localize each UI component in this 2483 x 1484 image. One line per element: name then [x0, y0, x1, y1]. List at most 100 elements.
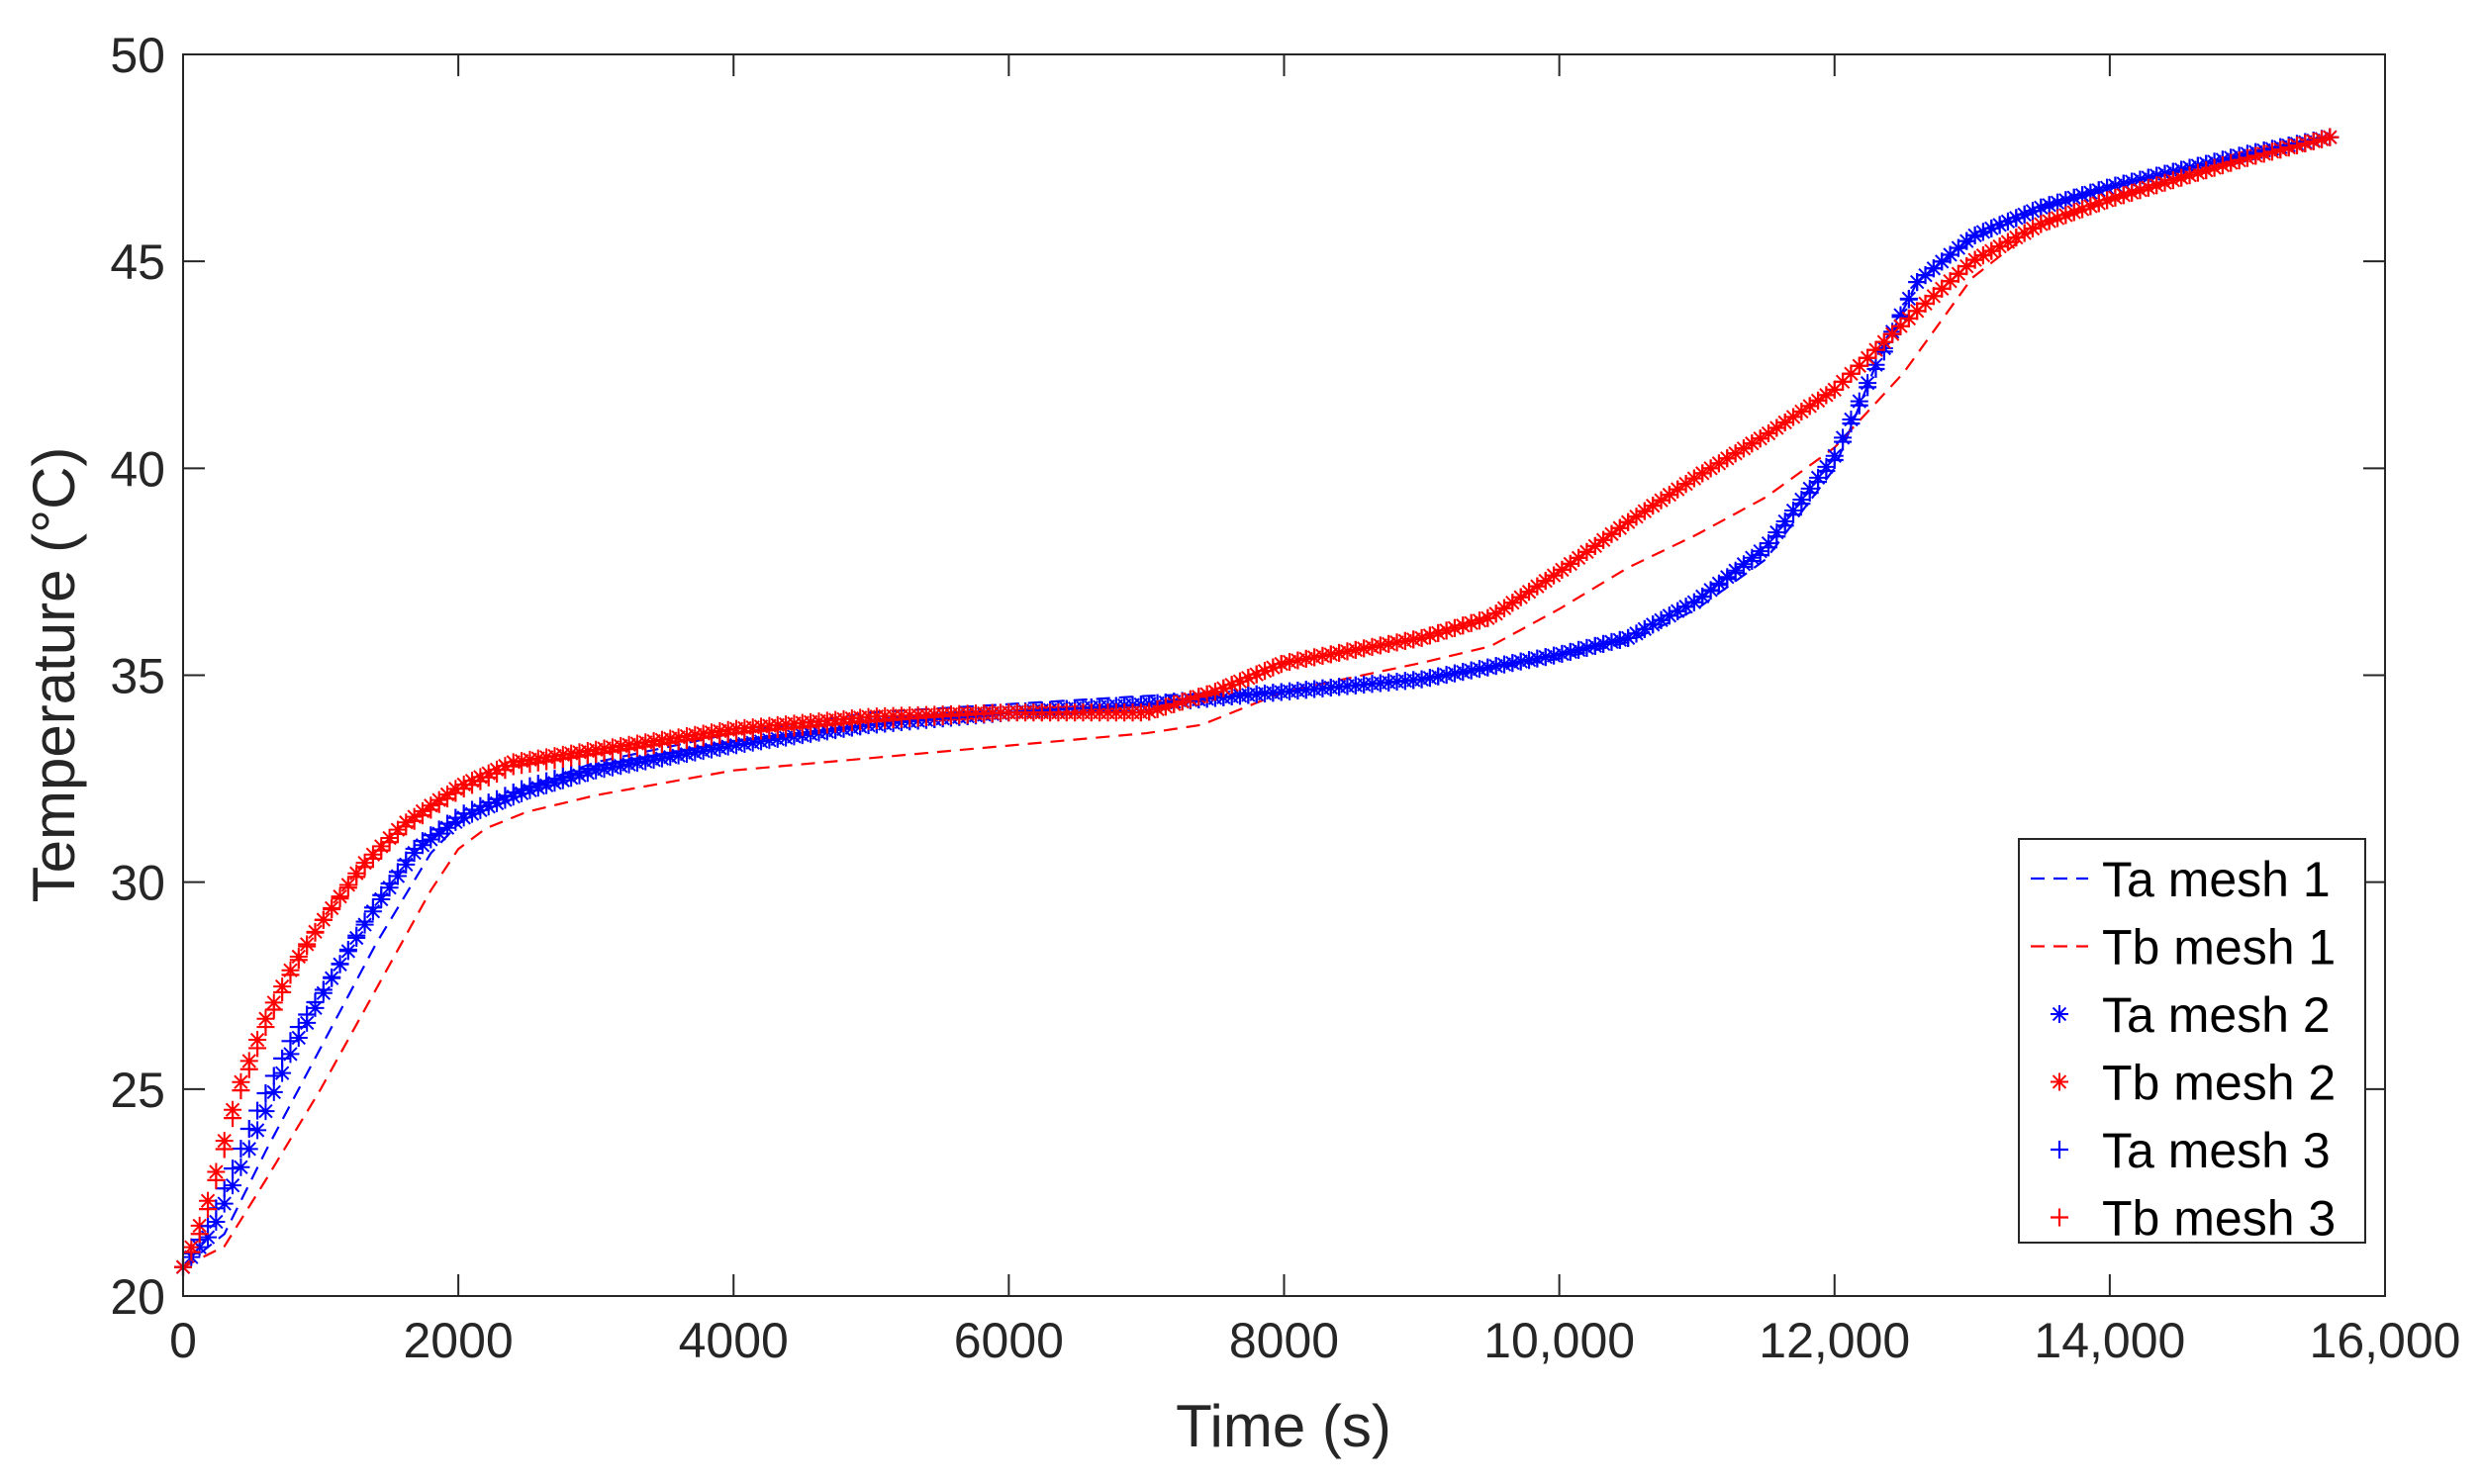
legend-label: Tb mesh 1 — [2102, 920, 2336, 975]
data-point-marker — [479, 793, 498, 812]
data-point-marker — [521, 777, 539, 795]
data-point-marker — [347, 868, 366, 886]
data-point-marker — [1784, 506, 1803, 524]
y-axis: 20 25 30 35 40 45 50 — [110, 28, 2385, 1325]
data-point-marker — [562, 748, 581, 767]
data-point-marker — [1817, 462, 1836, 481]
data-point-marker — [239, 1119, 258, 1138]
data-point-marker — [1553, 644, 1572, 663]
data-point-marker — [612, 741, 630, 760]
data-point-marker — [199, 1200, 218, 1219]
data-point-marker — [1982, 219, 2001, 237]
data-point-marker — [1412, 670, 1431, 689]
data-point-marker — [1445, 618, 1464, 637]
data-point-marker — [1479, 658, 1497, 677]
data-point-marker — [454, 804, 473, 823]
data-point-marker — [2015, 224, 2034, 242]
data-point-marker — [2262, 142, 2281, 161]
legend-marker — [2051, 1208, 2068, 1227]
y-tick-label: 50 — [110, 28, 165, 83]
data-point-marker — [1181, 690, 1199, 708]
data-point-marker — [587, 744, 606, 763]
data-point-marker — [289, 1018, 308, 1037]
data-point-marker — [248, 1039, 267, 1058]
data-point-marker — [1644, 615, 1663, 634]
data-point-marker — [1520, 651, 1539, 670]
data-point-marker — [1908, 302, 1927, 321]
data-point-marker — [248, 1101, 267, 1120]
data-point-marker — [1156, 697, 1175, 716]
data-point-marker — [1420, 669, 1439, 688]
data-point-marker — [488, 765, 507, 784]
data-point-marker — [1998, 232, 2017, 251]
data-point-marker — [1486, 657, 1505, 676]
data-point-marker — [1148, 699, 1167, 718]
data-point-marker — [513, 756, 531, 775]
data-point-marker — [190, 1225, 209, 1244]
data-point-marker — [1355, 639, 1374, 658]
data-point-marker — [2155, 173, 2174, 192]
data-point-marker — [446, 784, 465, 802]
data-point-marker — [1528, 649, 1547, 668]
data-point-marker — [207, 1170, 226, 1189]
data-point-marker — [1338, 642, 1357, 661]
data-point-marker — [1437, 666, 1456, 685]
data-point-marker — [256, 1018, 275, 1037]
data-point-marker — [644, 736, 663, 755]
data-point-marker — [355, 858, 374, 877]
data-point-marker — [1305, 648, 1324, 667]
data-point-marker — [562, 765, 581, 784]
data-point-marker — [446, 808, 465, 827]
data-point-marker — [2313, 130, 2332, 148]
data-point-marker — [388, 863, 407, 881]
data-point-marker — [372, 885, 391, 904]
y-tick-label: 45 — [110, 234, 165, 290]
data-point-marker — [677, 731, 696, 750]
data-point-marker — [1973, 246, 1992, 265]
data-point-marker — [553, 767, 572, 786]
data-point-marker — [1140, 702, 1159, 721]
data-point-marker — [2040, 196, 2058, 215]
data-point-marker — [1296, 649, 1315, 668]
data-point-marker — [1404, 630, 1423, 649]
data-point-marker — [1751, 546, 1769, 565]
data-point-marker — [338, 879, 357, 897]
data-point-marker — [273, 982, 292, 1001]
data-point-marker — [513, 780, 531, 798]
data-point-marker — [1916, 294, 1935, 313]
data-point-marker — [2032, 198, 2051, 217]
data-point-marker — [1669, 602, 1687, 620]
data-point-marker — [1973, 223, 1992, 241]
data-point-marker — [1965, 250, 1984, 269]
data-point-marker — [2049, 209, 2067, 228]
y-tick-label: 25 — [110, 1063, 165, 1118]
data-point-marker — [2296, 134, 2315, 152]
data-point-marker — [2064, 203, 2083, 222]
data-point-marker — [1660, 606, 1678, 625]
data-point-marker — [1809, 473, 1828, 492]
data-point-marker — [528, 775, 547, 793]
series-tb-mesh-1 — [182, 136, 2331, 1268]
data-point-marker — [2106, 188, 2125, 207]
data-point-marker — [1197, 685, 1216, 703]
data-point-marker — [2197, 161, 2216, 180]
data-point-marker — [1387, 633, 1406, 652]
data-point-marker — [215, 1179, 234, 1198]
data-point-marker — [694, 728, 713, 747]
series-line — [182, 136, 2331, 1268]
data-point-marker — [1272, 655, 1290, 674]
data-point-marker — [1577, 638, 1596, 657]
data-point-marker — [273, 1064, 292, 1082]
data-point-marker — [306, 992, 325, 1011]
data-point-marker — [1511, 652, 1530, 671]
data-point-marker — [627, 738, 646, 757]
legend-label: Ta mesh 3 — [2102, 1123, 2331, 1178]
data-point-marker — [1627, 624, 1646, 643]
data-point-marker — [1874, 332, 1893, 351]
data-point-marker — [2032, 215, 2051, 233]
data-point-marker — [338, 940, 357, 959]
data-point-marker — [1891, 317, 1910, 335]
legend-item: Ta mesh 3 — [2051, 1123, 2331, 1178]
data-point-marker — [463, 776, 482, 794]
